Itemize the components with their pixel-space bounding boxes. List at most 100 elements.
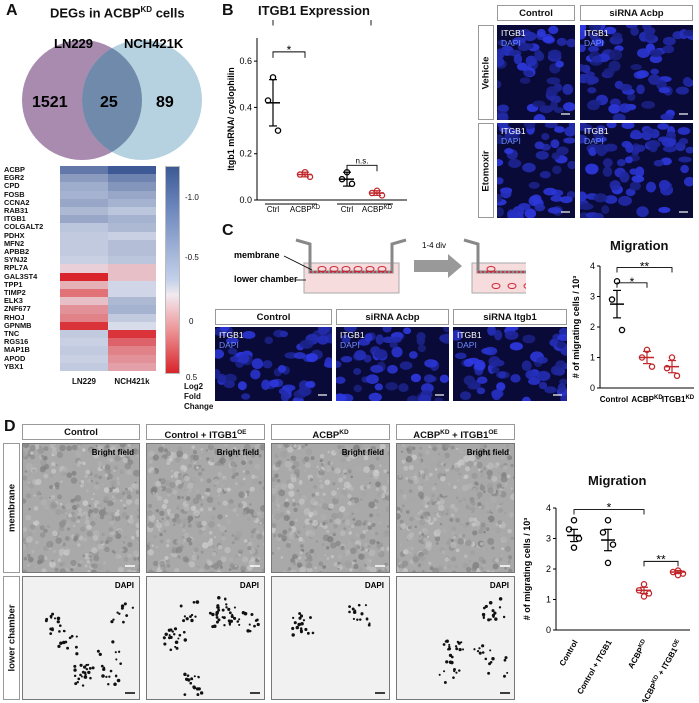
- data-group: [565, 516, 583, 551]
- heatmap-cell: [108, 256, 156, 265]
- data-group: [635, 581, 653, 600]
- dapi-label: DAPI: [114, 581, 134, 590]
- heatmap-cell: [60, 174, 108, 183]
- heatmap-cell: [60, 346, 108, 355]
- heatmap-cell: [108, 207, 156, 216]
- colorbar-label: Log2 Fold Change: [184, 382, 214, 411]
- micrograph-c-sirna-itgb1: ITGB1 DAPI: [453, 327, 567, 401]
- micrograph-b-control-vehicle: ITGB1 DAPI: [497, 25, 575, 120]
- heatmap-column-label: NCH421k: [114, 377, 150, 386]
- heatmap-cell: [60, 256, 108, 265]
- heatmap-cell: [108, 182, 156, 191]
- y-axis-label: # of migrating cells / 10³: [572, 276, 581, 379]
- colorbar-tick-1: -1.0: [185, 193, 199, 202]
- data-point: [640, 593, 648, 600]
- heatmap-cell: [60, 166, 108, 175]
- x-tick-label: ACBPKD: [631, 395, 663, 404]
- transwell-schematic: 1-4 div membrane lower chamber: [234, 238, 526, 294]
- heatmap-cell: [108, 190, 156, 200]
- brightfield-image: Bright field: [396, 443, 515, 573]
- c-header-sirna-acbp: siRNA Acbp: [336, 309, 449, 325]
- heatmap-gene-label: TPP1: [4, 279, 23, 289]
- heatmap-gene-label: CPD: [4, 181, 20, 191]
- heatmap-cell: [60, 207, 108, 216]
- y-tick-label: 1: [590, 353, 595, 363]
- brightfield-image: Bright field: [22, 443, 140, 573]
- migration-chart-d: 0 1 2 3 4 # of migrating cells / 10³ ControlCo…: [522, 501, 690, 702]
- heatmap-cell: [60, 280, 108, 290]
- data-group: [599, 516, 617, 567]
- dapi-label: DAPI: [489, 581, 509, 590]
- heatmap-gene-label: YBX1: [4, 361, 24, 371]
- data-point: [604, 559, 612, 567]
- heatmap-cell: [108, 297, 156, 306]
- heatmap-gene-label: TIMP2: [4, 288, 26, 297]
- y-tick-label: 0.4: [239, 102, 252, 112]
- y-tick-label: 4: [546, 503, 551, 513]
- data-group: [296, 168, 314, 181]
- y-axis-label: Itgb1 mRNA/ cyclophilin: [226, 67, 236, 171]
- d-header-acbp: ACBPKD: [271, 424, 390, 441]
- heatmap-cell: [60, 264, 108, 273]
- heatmap-cell: [108, 289, 156, 298]
- panel-a-label: A: [6, 2, 18, 19]
- nuclei-image: [580, 25, 693, 120]
- heatmap-gene-label: FOSB: [4, 189, 25, 199]
- heatmap-gene-label: RAB31: [4, 206, 29, 215]
- b-row-etomoxir: Etomoxir: [478, 123, 494, 218]
- data-point: [570, 516, 578, 524]
- heatmap-gene-label: GPNMB: [4, 320, 32, 330]
- heatmap: ACBP EGR2 CPD FOSB CCNA2 RAB31 ITGB1 COLGALT2 PD…: [0, 160, 220, 392]
- heatmap-cell: [108, 321, 156, 331]
- heatmap-gene-label: TNC: [4, 329, 20, 338]
- significance-label: *: [287, 43, 292, 57]
- d-row-membrane: membrane: [3, 443, 20, 573]
- heatmap-cell: [108, 231, 156, 241]
- data-point: [599, 529, 607, 536]
- data-group: [608, 277, 626, 334]
- heatmap-cell: [108, 264, 156, 273]
- heatmap-cell: [60, 182, 108, 191]
- x-tick-label: ACBPKD: [362, 205, 393, 214]
- data-point: [348, 180, 356, 188]
- heatmap-cell: [108, 330, 156, 339]
- panel-b-label: B: [222, 2, 234, 19]
- x-tick-label: ITGB1KD: [662, 395, 695, 404]
- heatmap-column-label: LN229: [71, 377, 96, 386]
- micrograph-b-sirna-vehicle: ITGB1 DAPI: [580, 25, 693, 120]
- heatmap-cell: [60, 190, 108, 200]
- heatmap-gene-label: MFN2: [4, 238, 25, 248]
- x-tick-label: ACBPKD: [290, 205, 321, 214]
- data-group: [264, 74, 282, 134]
- transwell-arrow-label: 1-4 div: [422, 241, 446, 250]
- venn-right-label: NCH421K: [124, 36, 184, 51]
- colorbar: [165, 166, 180, 374]
- bright-field-label: Bright field: [216, 448, 259, 457]
- c-header-sirna-itgb1: siRNA Itgb1: [453, 309, 567, 325]
- heatmap-gene-label: SYNJ2: [4, 255, 28, 265]
- data-point: [608, 296, 616, 303]
- micrograph-c-sirna-acbp: ITGB1 DAPI: [336, 327, 449, 401]
- dapi-image: DAPI: [271, 576, 390, 700]
- y-tick-label: 0.6: [239, 56, 252, 66]
- dapi-image: DAPI: [146, 576, 265, 700]
- significance-label: n.s.: [356, 156, 369, 165]
- nuclei-image: [453, 327, 567, 401]
- data-group: [663, 354, 681, 380]
- b-header-control: Control: [497, 5, 575, 21]
- c-header-control: Control: [215, 309, 332, 325]
- heatmap-gene-label: CCNA2: [4, 197, 30, 207]
- c-chart-title: Migration: [610, 238, 669, 253]
- lower-chamber-label: lower chamber: [234, 274, 298, 284]
- dapi-label: DAPI: [364, 581, 384, 590]
- heatmap-gene-label: ELK3: [4, 296, 23, 306]
- heatmap-cell: [60, 362, 108, 372]
- heatmap-gene-label: EGR2: [4, 173, 25, 183]
- venn-left-count: 1521: [32, 94, 68, 111]
- venn-overlap: [82, 40, 142, 160]
- dapi-label: DAPI: [239, 581, 259, 590]
- heatmap-gene-label: RPL7A: [4, 263, 29, 273]
- x-tick-label: Control + ITGB1: [575, 638, 614, 696]
- nuclei-image: [497, 25, 575, 120]
- dapi-image: DAPI: [396, 576, 515, 700]
